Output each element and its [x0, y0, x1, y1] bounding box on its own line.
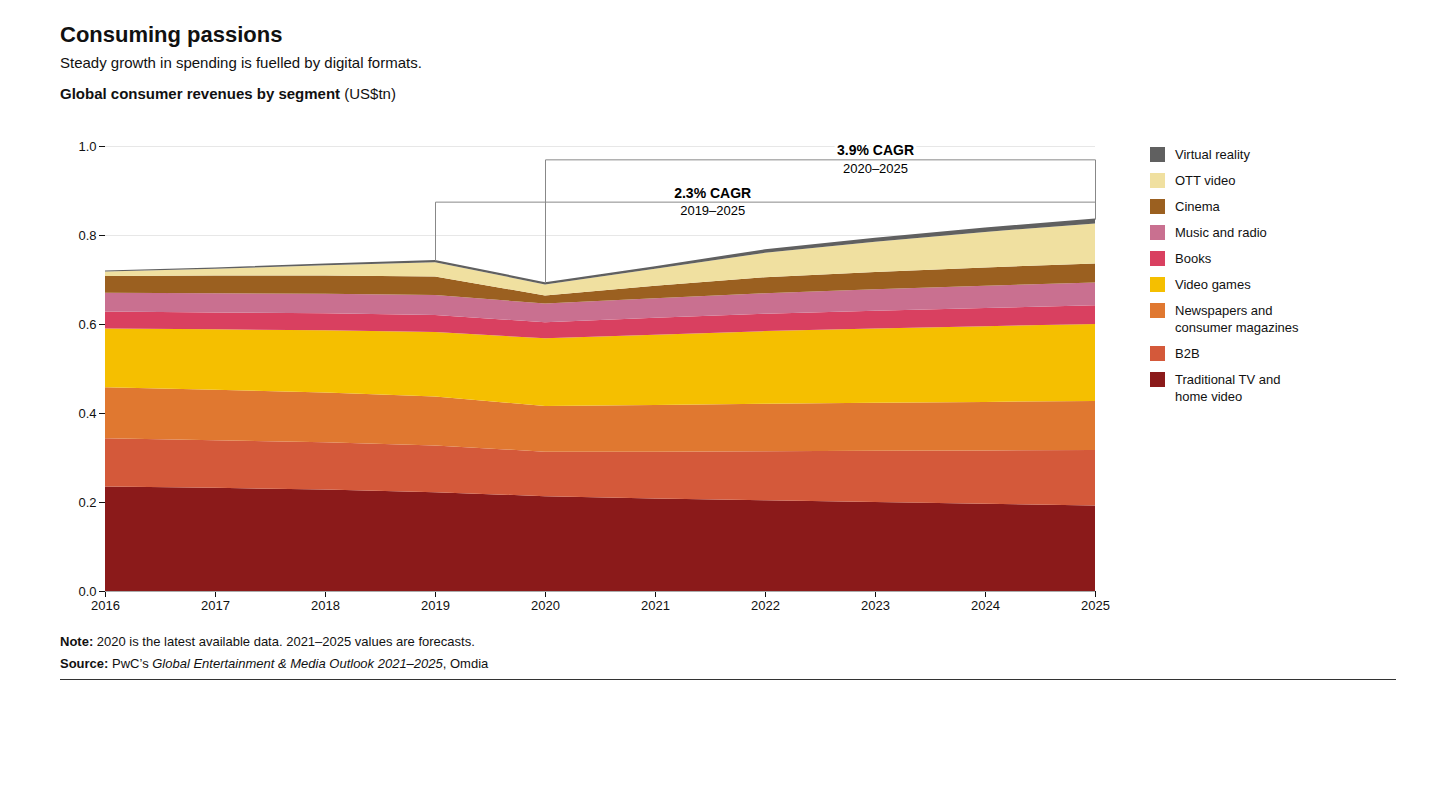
svg-text:2020: 2020 [531, 598, 560, 613]
html-text:Books: Books [1175, 251, 1212, 266]
svg-text:0.8: 0.8 [78, 228, 96, 243]
html-text:Video games: Video games [1175, 277, 1251, 292]
svg-text:0.0: 0.0 [78, 584, 96, 599]
svg-text:2025: 2025 [1081, 598, 1110, 613]
html-text:Note: 2020 is the latest avail: Note: 2020 is the latest available data.… [60, 634, 475, 649]
html-text:OTT video: OTT video [1175, 173, 1236, 188]
svg-text:2019–2025: 2019–2025 [680, 203, 745, 218]
svg-text:2023: 2023 [861, 598, 890, 613]
svg-text:0.2: 0.2 [78, 495, 96, 510]
svg-text:2021: 2021 [641, 598, 670, 613]
html-text:Consuming passions: Consuming passions [60, 22, 283, 47]
html-text:Cinema: Cinema [1175, 199, 1220, 214]
svg-text:3.9% CAGR: 3.9% CAGR [837, 142, 914, 158]
svg-text:0.6: 0.6 [78, 317, 96, 332]
html-text:Traditional TV and home video: Traditional TV and home video [1175, 372, 1281, 404]
svg-text:2024: 2024 [971, 598, 1000, 613]
svg-text:2018: 2018 [311, 598, 340, 613]
html-text:Music and radio: Music and radio [1175, 225, 1267, 240]
svg-text:2020–2025: 2020–2025 [843, 161, 908, 176]
html-text:B2B: B2B [1175, 346, 1200, 361]
html-text:Source: PwC’s Global Entertain: Source: PwC’s Global Entertainment & Med… [60, 656, 489, 671]
html-text:Global consumer revenues by se: Global consumer revenues by segment (US$… [60, 85, 396, 102]
svg-text:2022: 2022 [751, 598, 780, 613]
html-text:Virtual reality: Virtual reality [1175, 147, 1250, 162]
svg-text:2016: 2016 [91, 598, 120, 613]
svg-text:2.3% CAGR: 2.3% CAGR [674, 185, 751, 201]
html-text:Steady growth in spending is f: Steady growth in spending is fuelled by … [60, 54, 422, 71]
svg-text:1.0: 1.0 [78, 139, 96, 154]
svg-text:2019: 2019 [421, 598, 450, 613]
svg-text:0.4: 0.4 [78, 406, 96, 421]
html-text:Newspapers and consumer magazi: Newspapers and consumer magazines [1175, 303, 1299, 335]
svg-text:2017: 2017 [201, 598, 230, 613]
